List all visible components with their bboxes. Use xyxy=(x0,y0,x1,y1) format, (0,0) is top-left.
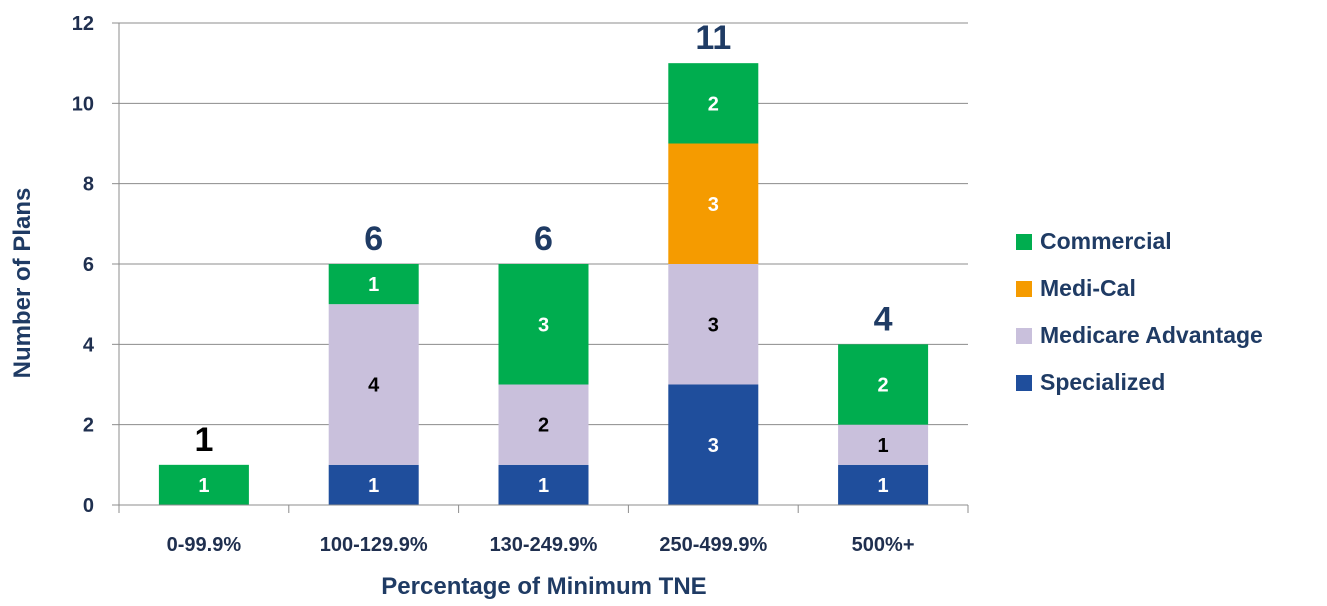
x-axis-title: Percentage of Minimum TNE xyxy=(381,573,706,600)
bar-segment-commercial xyxy=(838,344,929,425)
y-tick-label: 12 xyxy=(72,13,94,35)
y-axis-ticks: 0 2 4 6 8 10 12 xyxy=(72,13,120,517)
data-label: 3 xyxy=(708,435,719,457)
y-tick-label: 2 xyxy=(83,415,94,437)
data-label: 2 xyxy=(708,93,719,115)
legend-swatch xyxy=(1016,281,1032,297)
data-label: 1 xyxy=(198,475,209,497)
bar-segment-specialized xyxy=(668,384,759,505)
data-label: 4 xyxy=(368,375,380,397)
bar-segment-medicare-advantage xyxy=(668,264,759,385)
legend-label: Medi-Cal xyxy=(1040,275,1136,301)
bar-segment-commercial xyxy=(328,264,419,305)
bar-segment-medi-cal xyxy=(668,143,759,264)
y-tick-label: 10 xyxy=(72,93,94,115)
y-tick-label: 8 xyxy=(83,174,94,196)
legend-label: Medicare Advantage xyxy=(1040,322,1263,348)
x-tick-label: 130-249.9% xyxy=(490,534,598,556)
data-label: 1 xyxy=(538,475,549,497)
x-tick-label: 250-499.9% xyxy=(659,534,767,556)
x-axis: 0-99.9% 100-129.9% 130-249.9% 250-499.9% 500… xyxy=(118,504,969,556)
bar-segment-commercial xyxy=(498,264,589,385)
legend-swatch xyxy=(1016,328,1032,344)
legend-swatch xyxy=(1016,375,1032,391)
data-label: 2 xyxy=(878,375,889,397)
legend-label: Specialized xyxy=(1040,369,1165,395)
bar-segment-specialized xyxy=(328,464,419,505)
data-label: 3 xyxy=(708,314,719,336)
data-label: 3 xyxy=(538,314,549,336)
total-label: 1 xyxy=(194,421,213,459)
x-tick-label: 0-99.9% xyxy=(167,534,242,556)
total-label: 11 xyxy=(695,19,731,57)
bar-segment-specialized xyxy=(498,464,589,505)
legend: Commercial Medi-Cal Medicare Advantage Spec… xyxy=(1016,228,1263,395)
legend-swatch xyxy=(1016,234,1032,250)
data-label: 1 xyxy=(368,475,379,497)
legend-label: Commercial xyxy=(1040,228,1172,254)
data-label: 3 xyxy=(708,194,719,216)
y-axis-title: Number of Plans xyxy=(9,188,36,379)
total-label: 6 xyxy=(534,220,553,258)
y-tick-label: 4 xyxy=(83,334,95,356)
x-tick-label: 100-129.9% xyxy=(320,534,428,556)
bar-segment-medicare-advantage xyxy=(838,424,929,465)
total-label: 6 xyxy=(364,220,383,258)
bar-segment-medicare-advantage xyxy=(498,384,589,465)
bar-segment-specialized xyxy=(838,464,929,505)
data-label: 1 xyxy=(878,475,889,497)
x-tick-label: 500%+ xyxy=(852,534,915,556)
bar-segment-commercial xyxy=(668,63,759,144)
y-tick-label: 6 xyxy=(83,254,94,276)
bar-segment-commercial xyxy=(158,464,249,505)
data-label: 1 xyxy=(368,274,379,296)
y-tick-label: 0 xyxy=(83,495,94,517)
bar-segment-medicare-advantage xyxy=(328,304,419,465)
total-label: 4 xyxy=(874,300,893,338)
data-label: 2 xyxy=(538,415,549,437)
data-label: 1 xyxy=(878,435,889,457)
